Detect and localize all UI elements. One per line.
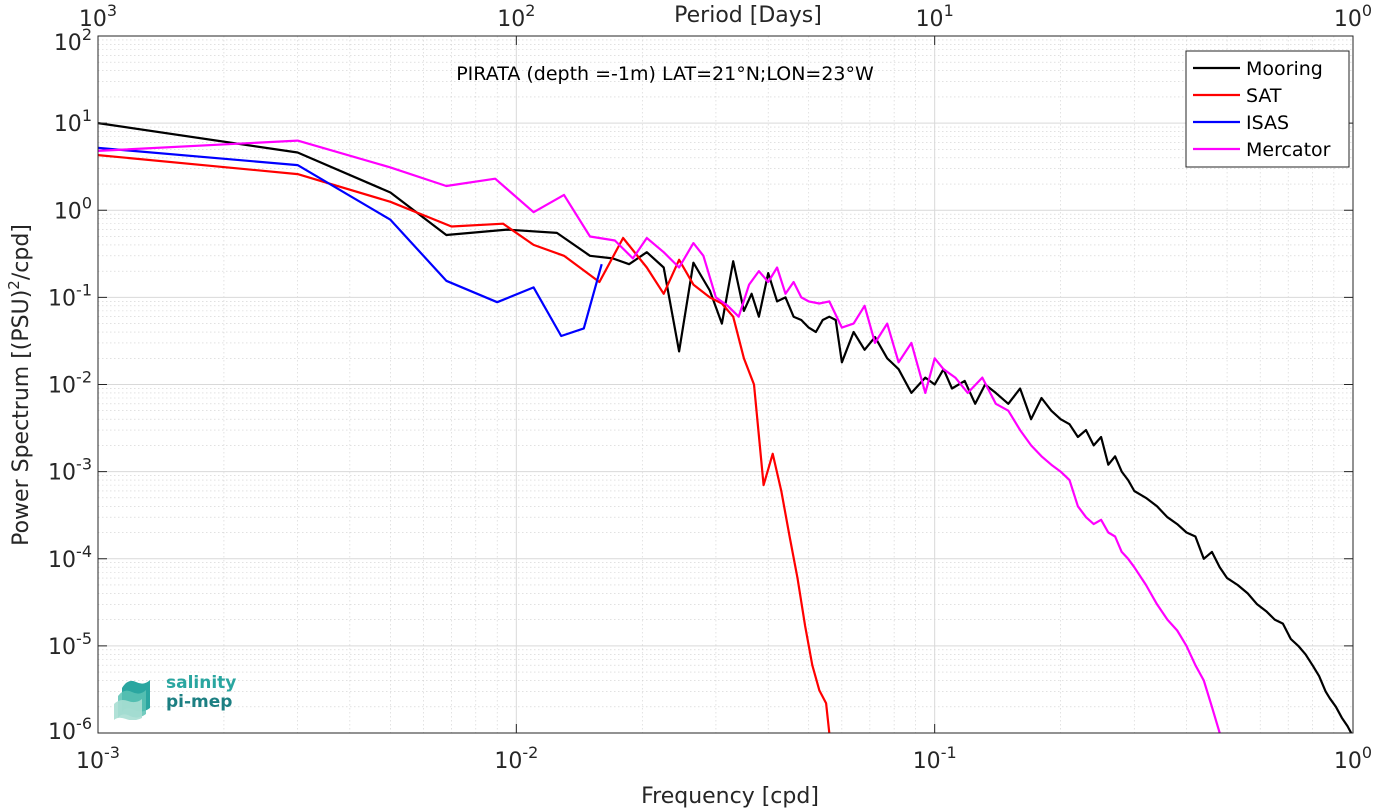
chart-title: PIRATA (depth =-1m) LAT=21°N;LON=23°W xyxy=(456,63,874,85)
legend-box xyxy=(1185,50,1350,168)
top-tick-labels: 103 102 101 100 xyxy=(79,1,1372,32)
series-layer xyxy=(98,122,1353,733)
legend-label-mooring: Mooring xyxy=(1246,58,1323,80)
logo-waves-icon xyxy=(114,680,150,720)
legend-label-mercator: Mercator xyxy=(1246,139,1331,161)
x-tick-label: 10-1 xyxy=(913,743,957,774)
series-line-mercator xyxy=(98,139,1221,733)
x-axis-title: Frequency [cpd] xyxy=(641,784,819,809)
y-tick-label: 10-6 xyxy=(48,714,92,745)
x-tick-label: 100 xyxy=(1334,743,1372,774)
logo-line-pi-mep: pi-mep xyxy=(166,692,233,712)
legend-label-isas: ISAS xyxy=(1246,112,1289,134)
logo-line-salinity: salinity xyxy=(166,673,237,693)
top-tick-label: 103 xyxy=(79,1,117,32)
top-tick-label: 100 xyxy=(1334,1,1372,32)
series-line-isas xyxy=(98,146,603,338)
top-axis-title: Period [Days] xyxy=(674,3,822,28)
series-line-sat xyxy=(98,154,831,733)
y-tick-label: 10-2 xyxy=(48,368,92,399)
y-tick-label: 10-4 xyxy=(48,542,92,573)
x-tick-label: 10-3 xyxy=(76,743,120,774)
y-tick-label: 101 xyxy=(54,106,92,137)
bottom-tick-labels: 10-3 10-2 10-1 100 xyxy=(76,743,1372,774)
legend: Mooring SAT ISAS Mercator xyxy=(1185,50,1350,168)
y-tick-label: 10-5 xyxy=(48,629,92,660)
series-line-mooring xyxy=(98,122,1353,733)
top-tick-label: 101 xyxy=(916,1,954,32)
y-tick-label: 10-3 xyxy=(48,455,92,486)
y-tick-label: 100 xyxy=(54,193,92,224)
y-tick-label: 10-1 xyxy=(48,280,92,311)
legend-label-sat: SAT xyxy=(1246,85,1282,107)
salinity-pi-mep-logo: salinity pi-mep xyxy=(114,672,254,722)
top-tick-label: 102 xyxy=(497,1,535,32)
x-tick-label: 10-2 xyxy=(494,743,538,774)
y-axis-title: Power Spectrum [(PSU)2/cpd] xyxy=(5,224,34,546)
left-tick-labels: 10-6 10-5 10-4 10-3 10-2 10-1 100 101 102 xyxy=(48,25,92,745)
y-tick-label: 102 xyxy=(54,25,92,56)
